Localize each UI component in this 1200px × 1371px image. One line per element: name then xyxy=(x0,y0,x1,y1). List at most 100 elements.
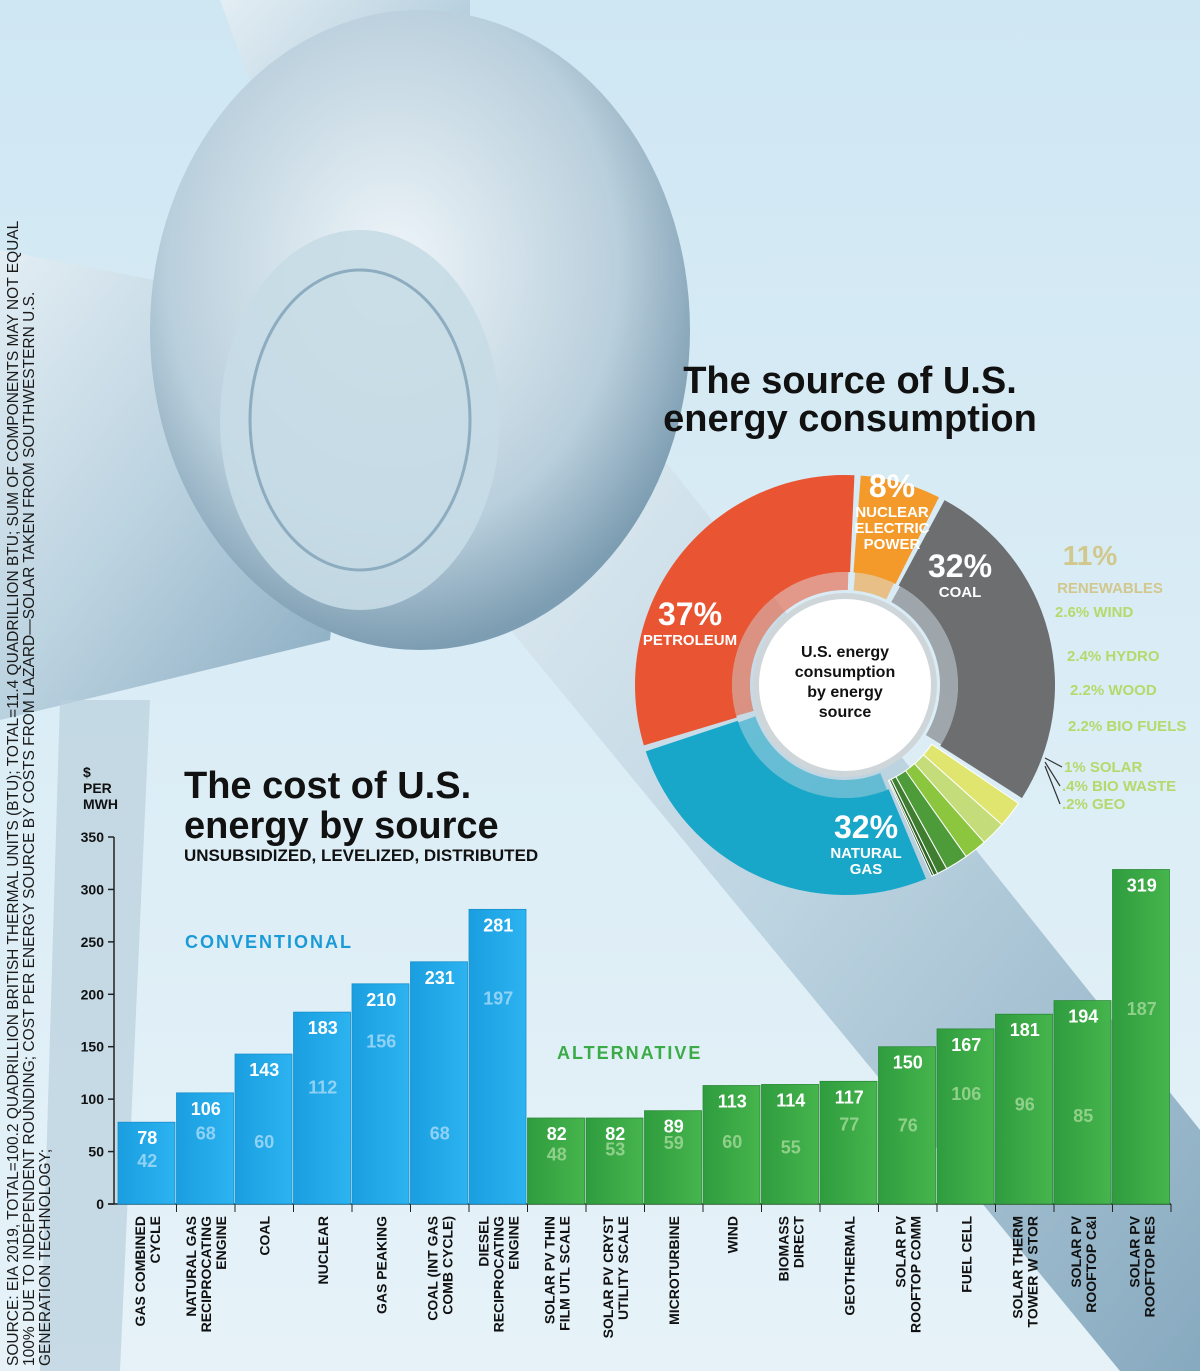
bar-high-label-solar-pv-thin-film-utl-scale: 82 xyxy=(547,1124,567,1144)
bar-high-label-fuel-cell: 167 xyxy=(951,1035,981,1055)
y-tick-label-100: 100 xyxy=(81,1091,105,1107)
bar-low-label-wind: 60 xyxy=(722,1132,742,1152)
x-label-biomass-direct-line-2: DIRECT xyxy=(790,1216,806,1269)
donut-label-name-nuclear-electric-power-3: POWER xyxy=(864,536,921,553)
bar-high-label-natural-gas-reciprocating-engine: 106 xyxy=(191,1099,221,1119)
x-label-natural-gas-reciprocating-engine-line-3: ENGINE xyxy=(213,1216,229,1270)
bar-low-label-solar-pv-cryst-utility-scale: 53 xyxy=(605,1139,625,1159)
donut-label-name-petroleum-1: PETROLEUM xyxy=(643,632,737,649)
donut-label-percent-petroleum: 37% xyxy=(658,596,722,632)
bar-microturbine xyxy=(644,1110,702,1205)
bar-natural-gas-reciprocating-engine xyxy=(176,1092,234,1205)
donut-center-label-line-2: consumption xyxy=(795,664,895,681)
donut-slice-geo xyxy=(887,779,935,877)
x-label-natural-gas-reciprocating-engine-line-1: NATURAL GAS xyxy=(183,1216,199,1317)
donut-label-name-natural-gas-2: GAS xyxy=(850,861,883,878)
bar-low-label-coal-int-gas-comb-cycle: 68 xyxy=(430,1124,450,1144)
renewables-label-wind: 2.6% WIND xyxy=(1055,604,1134,621)
donut-title-line1: The source of U.S. xyxy=(683,360,1017,402)
donut-title-line2: energy consumption xyxy=(663,398,1037,440)
bar-wind xyxy=(702,1085,761,1205)
y-tick-label-250: 250 xyxy=(81,934,105,950)
bar-low-label-solar-pv-thin-film-utl-scale: 48 xyxy=(547,1145,567,1165)
bar-gas-combined-cycle xyxy=(117,1121,176,1205)
bar-low-label-solar-pv-rooftop-res: 187 xyxy=(1127,999,1157,1019)
bar-solar-pv-cryst-utility-scale xyxy=(585,1117,644,1205)
x-label-diesel-reciprocating-engine-line-2: RECIPROCATING xyxy=(490,1216,506,1333)
bar-solar-pv-thin-film-utl-scale xyxy=(527,1117,585,1205)
renewables-leader-line-bio-waste xyxy=(1044,761,1061,787)
bar-high-label-geothermal: 117 xyxy=(835,1087,864,1107)
donut-center-label-line-3: by energy xyxy=(807,684,883,701)
y-tick-label-300: 300 xyxy=(81,881,105,897)
bar-high-label-coal: 143 xyxy=(249,1060,279,1080)
x-label-solar-pv-rooftop-res-line-2: ROOFTOP RES xyxy=(1141,1216,1157,1317)
donut-label-name-renewables: RENEWABLES xyxy=(1057,580,1163,597)
donut-slice-coal xyxy=(898,500,1055,799)
bar-high-label-biomass-direct: 114 xyxy=(776,1090,805,1110)
donut-inner-ring-petroleum xyxy=(732,571,849,716)
x-label-solar-therm-tower-w-stor-line-1: SOLAR THERM xyxy=(1009,1216,1025,1319)
bar-low-label-gas-combined-cycle: 42 xyxy=(137,1151,157,1171)
bar-high-label-solar-pv-cryst-utility-scale: 82 xyxy=(605,1124,625,1144)
bar-low-label-microturbine: 59 xyxy=(664,1133,684,1153)
x-label-diesel-reciprocating-engine-line-3: ENGINE xyxy=(505,1216,521,1270)
donut-slice-nuclear-electric-power xyxy=(853,475,939,584)
donut-label-percent-nuclear-electric-power: 8% xyxy=(869,468,915,504)
bar-low-label-solar-pv-rooftop-c-i: 85 xyxy=(1073,1106,1093,1126)
x-label-diesel-reciprocating-engine-line-1: DIESEL xyxy=(475,1216,491,1267)
x-label-solar-pv-rooftop-c-i-line-1: SOLAR PV xyxy=(1068,1215,1084,1287)
x-label-coal-int-gas-comb-cycle-line-1: COAL (INT GAS xyxy=(424,1216,440,1321)
bar-biomass-direct xyxy=(761,1084,819,1205)
bar-solar-pv-rooftop-c-i xyxy=(1053,1000,1112,1205)
x-label-microturbine-line-1: MICROTURBINE xyxy=(666,1216,682,1325)
bar-low-label-biomass-direct: 55 xyxy=(781,1137,801,1157)
bar-low-label-diesel-reciprocating-engine: 197 xyxy=(483,988,513,1008)
x-label-coal-line-1: COAL xyxy=(256,1216,272,1256)
donut-inner-ring-natural-gas xyxy=(738,716,888,798)
renewables-label-bio-waste: .4% BIO WASTE xyxy=(1062,778,1176,795)
x-label-solar-therm-tower-w-stor-line-2: TOWER W STOR xyxy=(1024,1216,1040,1327)
donut-label-percent-natural-gas: 32% xyxy=(834,809,898,845)
donut-label-name-coal-1: COAL xyxy=(939,584,982,601)
renewables-label-wood: 2.2% WOOD xyxy=(1070,682,1157,699)
donut-center-circle xyxy=(753,593,937,777)
x-label-gas-combined-cycle-line-2: CYCLE xyxy=(147,1216,163,1263)
donut-center-label-line-4: source xyxy=(819,704,872,721)
donut-label-percent-renewables: 11% xyxy=(1063,540,1118,571)
x-label-gas-combined-cycle-line-1: GAS COMBINED xyxy=(132,1216,148,1326)
y-axis-label-line-3: MWH xyxy=(83,796,118,812)
renewables-label-geo: .2% GEO xyxy=(1062,796,1126,813)
bar-high-label-solar-pv-rooftop-res: 319 xyxy=(1127,876,1157,896)
bar-high-label-gas-combined-cycle: 78 xyxy=(137,1128,157,1148)
bar-low-label-nuclear: 112 xyxy=(308,1078,337,1098)
bar-fuel-cell xyxy=(936,1028,995,1205)
bar-chart-subtitle: UNSUBSIDIZED, LEVELIZED, DISTRIBUTED xyxy=(184,846,539,865)
bar-high-label-coal-int-gas-comb-cycle: 231 xyxy=(425,968,455,988)
bar-title-line1: The cost of U.S. xyxy=(184,765,472,807)
x-label-solar-pv-rooftop-comm-line-1: SOLAR PV xyxy=(892,1215,908,1287)
renewables-leader-line-geo xyxy=(1044,765,1061,805)
donut-slice-natural-gas xyxy=(645,720,927,895)
group-label-alternative: ALTERNATIVE xyxy=(557,1043,702,1063)
donut-inner-ring-nuclear-electric-power xyxy=(853,572,895,600)
donut-chart-title: The source of U.S. energy consumption xyxy=(610,362,1090,438)
x-label-solar-pv-cryst-utility-scale-line-2: UTILITY SCALE xyxy=(615,1216,631,1320)
bar-coal-int-gas-comb-cycle xyxy=(410,961,468,1205)
bar-low-label-gas-peaking: 156 xyxy=(366,1031,396,1051)
donut-inner-ring-coal xyxy=(891,586,958,745)
bar-high-label-solar-pv-rooftop-c-i: 194 xyxy=(1068,1007,1098,1027)
x-label-fuel-cell-line-1: FUEL CELL xyxy=(958,1216,974,1293)
bar-gas-peaking xyxy=(351,983,410,1205)
bar-low-label-geothermal: 77 xyxy=(839,1114,859,1134)
donut-label-name-natural-gas-1: NATURAL xyxy=(830,845,901,862)
bar-high-label-diesel-reciprocating-engine: 281 xyxy=(483,915,513,935)
renewables-label-hydro: 2.4% HYDRO xyxy=(1067,648,1160,665)
bar-low-label-natural-gas-reciprocating-engine: 68 xyxy=(196,1124,216,1144)
bar-high-label-solar-pv-rooftop-comm: 150 xyxy=(893,1053,923,1073)
x-label-solar-pv-rooftop-comm-line-2: ROOFTOP COMM xyxy=(907,1216,923,1333)
bar-low-label-coal: 60 xyxy=(254,1132,274,1152)
bar-coal xyxy=(234,1053,293,1205)
